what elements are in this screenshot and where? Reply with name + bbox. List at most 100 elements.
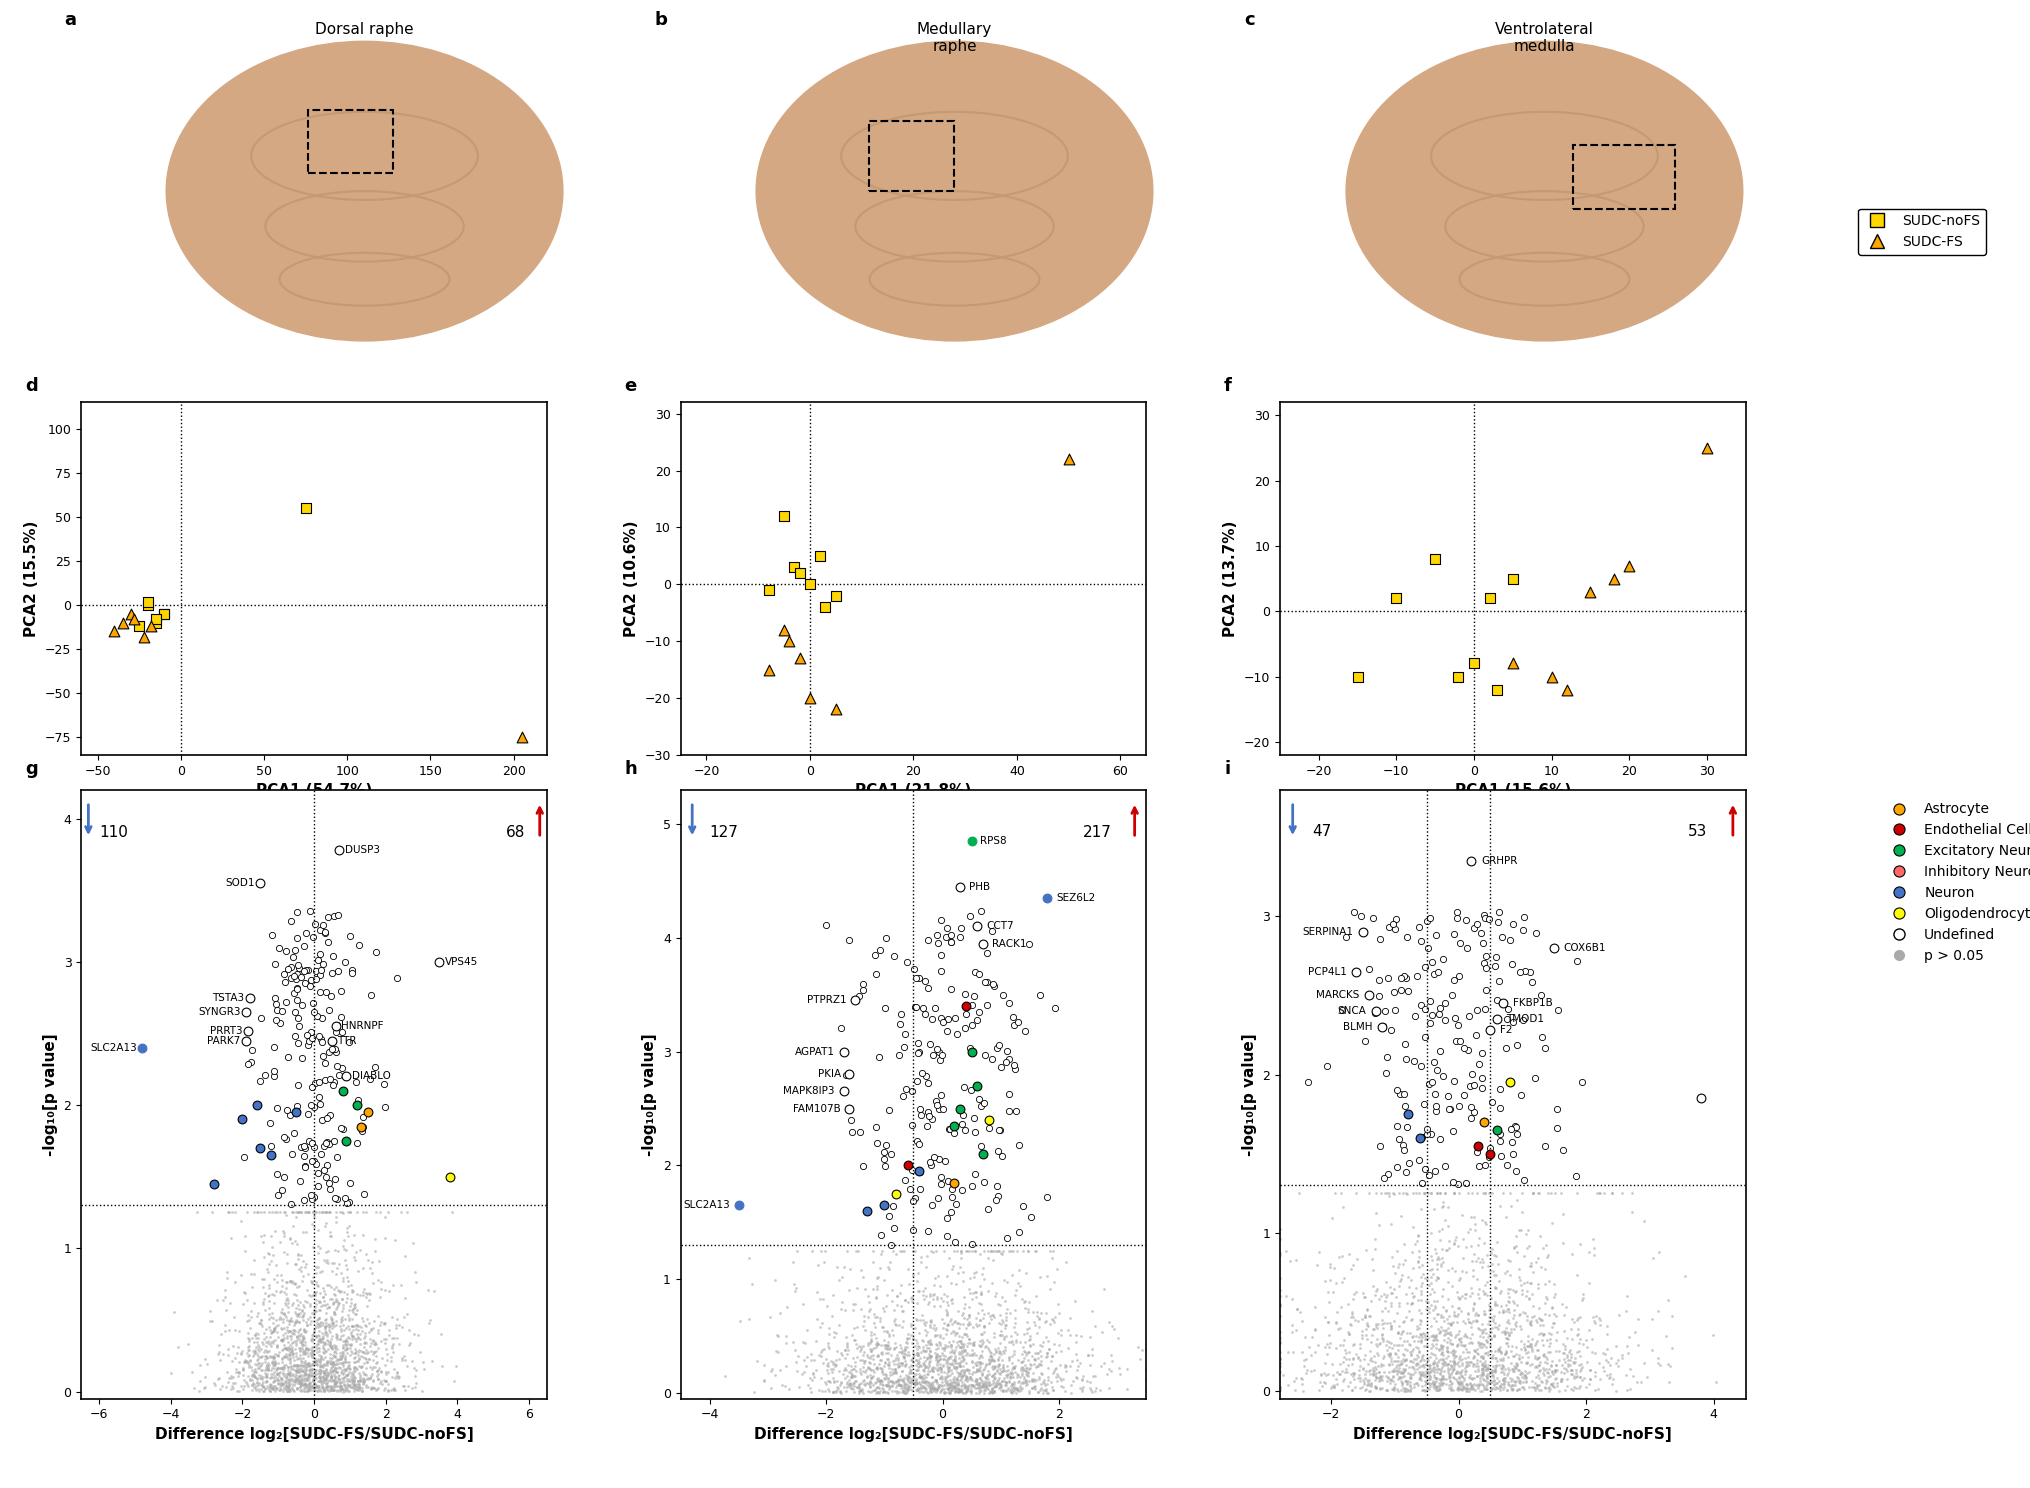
Point	[985, 1332, 1017, 1356]
Point	[1342, 665, 1374, 689]
Point	[252, 1351, 284, 1375]
Point	[889, 1338, 922, 1362]
Point	[272, 1367, 304, 1391]
Point	[1502, 1265, 1535, 1289]
Point	[280, 1311, 313, 1335]
Point	[1504, 1350, 1537, 1373]
Point	[252, 1369, 284, 1393]
Point	[252, 1241, 284, 1265]
Point	[1433, 1237, 1466, 1260]
Point	[1386, 1311, 1419, 1335]
Point	[1376, 1309, 1409, 1333]
Point	[292, 1030, 325, 1054]
Point	[1076, 1344, 1108, 1367]
Point	[1407, 1362, 1439, 1385]
Point	[1045, 1323, 1078, 1347]
Point	[1368, 1289, 1401, 1312]
Point	[1060, 1289, 1092, 1312]
Point	[292, 1351, 325, 1375]
Point	[1037, 1332, 1070, 1356]
Point	[335, 1332, 367, 1356]
Point	[1382, 1321, 1415, 1345]
Point	[307, 1375, 339, 1399]
Point	[983, 1341, 1015, 1364]
Point	[816, 1303, 849, 1327]
Point	[1472, 1339, 1504, 1363]
Point	[339, 1356, 371, 1379]
Point	[1009, 1260, 1041, 1284]
Point	[1496, 952, 1529, 976]
Point	[264, 1280, 296, 1303]
Point	[390, 1302, 422, 1326]
Point	[357, 1315, 390, 1339]
Point	[1342, 1247, 1374, 1271]
Point	[276, 1201, 309, 1225]
Point	[1606, 1347, 1638, 1370]
Point	[1502, 1303, 1535, 1327]
Point	[1516, 1369, 1549, 1393]
Point	[964, 1293, 997, 1317]
Point	[918, 1283, 950, 1306]
Point	[1474, 1318, 1506, 1342]
Point	[1453, 1364, 1486, 1388]
Point	[940, 1356, 972, 1379]
Point	[162, 1335, 195, 1359]
Point	[907, 969, 940, 992]
Point	[1484, 1338, 1516, 1362]
Point	[1468, 1274, 1500, 1298]
Point	[1088, 1351, 1121, 1375]
Point	[1415, 1122, 1447, 1146]
Point	[1352, 1369, 1384, 1393]
Point	[826, 1362, 859, 1385]
Point	[1441, 1378, 1474, 1402]
Point	[1265, 1284, 1297, 1308]
Point	[905, 1341, 938, 1364]
Point	[887, 1085, 920, 1109]
Point	[978, 1305, 1011, 1329]
Point	[1001, 1378, 1033, 1402]
Point	[1522, 1366, 1555, 1390]
Point	[213, 1366, 246, 1390]
Point	[284, 1378, 317, 1402]
Point	[250, 1330, 282, 1354]
Point	[132, 589, 164, 613]
Point	[1382, 1359, 1415, 1382]
Point	[1508, 1378, 1541, 1402]
Point	[855, 1351, 887, 1375]
Point	[1433, 1369, 1466, 1393]
Point	[993, 1369, 1025, 1393]
Point	[319, 1345, 351, 1369]
Point	[869, 1333, 901, 1357]
Point	[282, 1354, 315, 1378]
Point	[264, 1317, 296, 1341]
Point	[319, 1262, 351, 1286]
Point	[962, 1347, 995, 1370]
Point	[1364, 1364, 1397, 1388]
Point	[1472, 1146, 1504, 1170]
Point	[276, 1354, 309, 1378]
Point	[1039, 1305, 1072, 1329]
Point	[1462, 1354, 1494, 1378]
Point	[1425, 1335, 1458, 1359]
Point	[849, 1360, 881, 1384]
Point	[873, 1381, 905, 1405]
Point	[300, 1366, 333, 1390]
Point	[276, 1342, 309, 1366]
Point	[284, 1336, 317, 1360]
Point	[901, 1308, 934, 1332]
Point	[1037, 1271, 1070, 1295]
Point	[1378, 1341, 1411, 1364]
Point	[991, 1226, 1023, 1250]
Point	[928, 1344, 960, 1367]
Point	[861, 1336, 893, 1360]
Point	[286, 1303, 319, 1327]
Point	[252, 1366, 284, 1390]
Point	[1474, 1241, 1506, 1265]
Point	[956, 994, 989, 1018]
Point	[1391, 1046, 1423, 1070]
Point	[1096, 1348, 1129, 1372]
Point	[1462, 1363, 1494, 1387]
Point	[920, 1315, 952, 1339]
Point	[995, 1344, 1027, 1367]
Point	[1421, 1357, 1453, 1381]
